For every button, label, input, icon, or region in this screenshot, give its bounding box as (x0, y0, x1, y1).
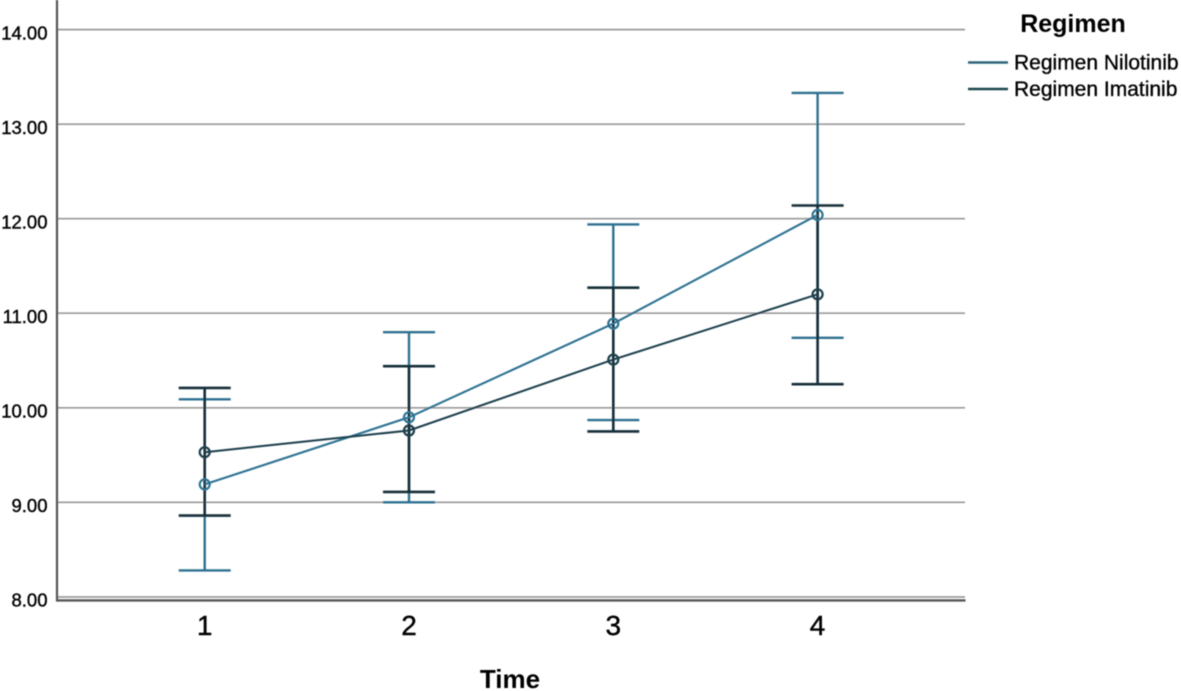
svg-text:Regimen: Regimen (1020, 10, 1126, 38)
svg-text:13.00: 13.00 (1, 117, 47, 138)
svg-text:8.00: 8.00 (11, 590, 47, 611)
svg-text:Regimen Imatinib: Regimen Imatinib (1014, 78, 1177, 101)
svg-text:Regimen Nilotinib: Regimen Nilotinib (1014, 52, 1179, 75)
svg-text:14.00: 14.00 (1, 22, 47, 43)
svg-text:10.00: 10.00 (1, 401, 47, 422)
svg-text:11.00: 11.00 (3, 306, 48, 327)
svg-text:4: 4 (810, 610, 826, 641)
svg-text:3: 3 (606, 610, 622, 641)
svg-text:1: 1 (197, 610, 213, 641)
svg-text:12.00: 12.00 (1, 211, 47, 232)
svg-text:2: 2 (401, 610, 417, 641)
svg-text:Time: Time (480, 664, 540, 691)
svg-text:9.00: 9.00 (11, 495, 47, 516)
